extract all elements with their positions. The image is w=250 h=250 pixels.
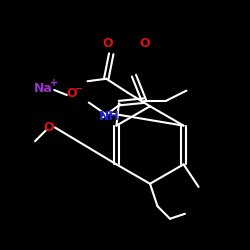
Text: O: O [102, 37, 113, 50]
Text: +: + [50, 78, 58, 88]
Text: O: O [140, 37, 150, 50]
Text: O: O [44, 121, 54, 134]
Text: NH: NH [98, 110, 119, 123]
Text: Na: Na [34, 82, 53, 95]
Text: O: O [66, 87, 76, 100]
Text: −: − [75, 84, 83, 94]
